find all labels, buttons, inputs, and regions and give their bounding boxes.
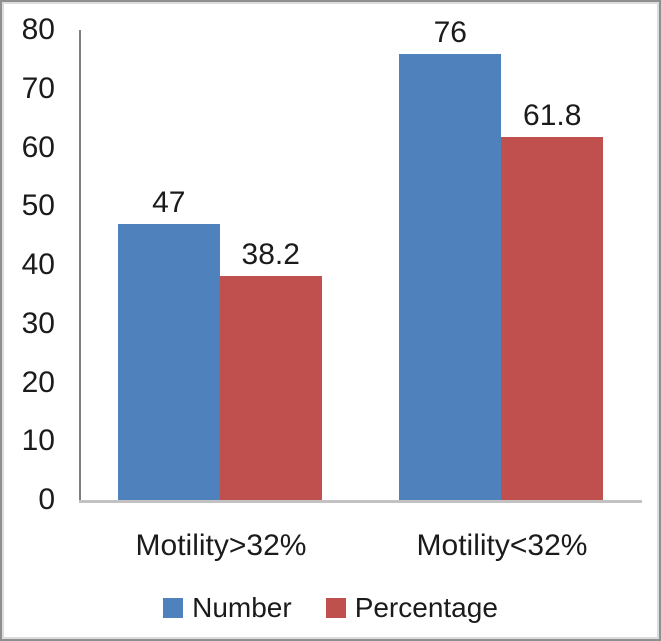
legend-item-percentage: Percentage <box>325 592 498 623</box>
y-axis-tick-label: 10 <box>21 424 55 458</box>
legend-swatch-number <box>163 598 184 618</box>
y-axis-tick-label: 40 <box>21 248 55 281</box>
y-axis-tick-label: 50 <box>21 189 55 223</box>
bar-value-label: 76 <box>433 15 467 49</box>
legend-label-percentage: Percentage <box>354 592 498 623</box>
y-axis-tick-label: 60 <box>21 130 55 164</box>
y-axis-tick-label: 30 <box>21 306 55 340</box>
bar-value-label: 61.8 <box>523 98 582 132</box>
bar-percentage-cat1 <box>219 275 322 500</box>
legend-label-number: Number <box>192 592 292 623</box>
y-axis-tick-label: 70 <box>21 71 55 105</box>
y-axis-tick-label: 0 <box>38 483 55 516</box>
x-axis-category-label-1: Motility>32% <box>135 529 307 562</box>
bar-percentage-cat2 <box>501 136 604 500</box>
y-axis-tick-label: 80 <box>21 13 55 46</box>
bar-value-label: 47 <box>152 185 186 219</box>
bar-number-cat2 <box>399 53 502 500</box>
x-axis-line <box>79 500 642 503</box>
legend-item-number: Number <box>163 593 292 623</box>
y-axis-tick-label: 20 <box>21 365 55 399</box>
x-axis-category-label-2: Motility<32% <box>416 529 588 562</box>
y-axis-line <box>79 30 81 500</box>
legend-swatch-percentage <box>325 598 346 618</box>
legend: Number Percentage <box>2 593 659 623</box>
bar-number-cat1 <box>117 223 220 500</box>
bar-value-label: 38.2 <box>241 237 300 271</box>
